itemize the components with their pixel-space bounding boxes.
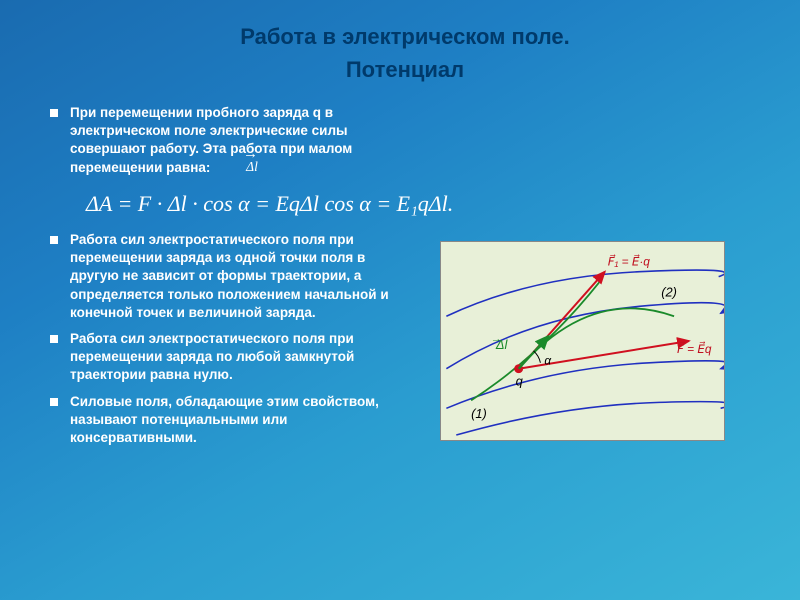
bullet-marker [50, 398, 58, 406]
bullet-1-text: Работа сил электростатического поля при … [70, 231, 410, 322]
bullet-marker [50, 335, 58, 343]
diagram-svg: (1) (2) q Δl → α F⃗₁ = E⃗·q F⃗ = E⃗q [441, 242, 724, 440]
bullet-intro: При перемещении пробного заряда q в элек… [50, 104, 410, 177]
bullet-marker [50, 109, 58, 117]
content-area: При перемещении пробного заряда q в элек… [50, 104, 760, 455]
bullet-2: Работа сил электростатического поля при … [50, 330, 410, 385]
bullet-1: Работа сил электростатического поля при … [50, 231, 410, 322]
delta-l-inline: → Δl [238, 158, 266, 176]
svg-text:q: q [516, 373, 524, 388]
lower-row: Работа сил электростатического поля при … [50, 231, 760, 455]
svg-text:α: α [544, 354, 552, 368]
field-diagram: (1) (2) q Δl → α F⃗₁ = E⃗·q F⃗ = E⃗q [440, 241, 725, 441]
bullet-3: Силовые поля, обладающие этим свойством,… [50, 393, 410, 448]
bullet-2-text: Работа сил электростатического поля при … [70, 330, 410, 385]
title-line2: Потенциал [346, 57, 464, 82]
bullet-marker [50, 236, 58, 244]
bullet-3-text: Силовые поля, обладающие этим свойством,… [70, 393, 410, 448]
formula: ΔA = F · Δl · cos α = EqΔl cos α = E₁qΔl… [86, 191, 760, 217]
slide: Работа в электрическом поле. Потенциал П… [0, 0, 800, 475]
bullet-intro-text: При перемещении пробного заряда q в элек… [70, 104, 410, 177]
svg-text:F⃗ = E⃗q: F⃗ = E⃗q [677, 342, 712, 356]
svg-text:(1): (1) [471, 406, 487, 421]
slide-title: Работа в электрическом поле. Потенциал [50, 20, 760, 86]
arrow-icon: → [243, 144, 258, 164]
title-line1: Работа в электрическом поле. [240, 24, 570, 49]
svg-text:F⃗₁ = E⃗·q: F⃗₁ = E⃗·q [608, 254, 651, 268]
svg-text:→: → [491, 333, 502, 345]
svg-text:(2): (2) [661, 284, 677, 299]
lower-bullets: Работа сил электростатического поля при … [50, 231, 410, 455]
